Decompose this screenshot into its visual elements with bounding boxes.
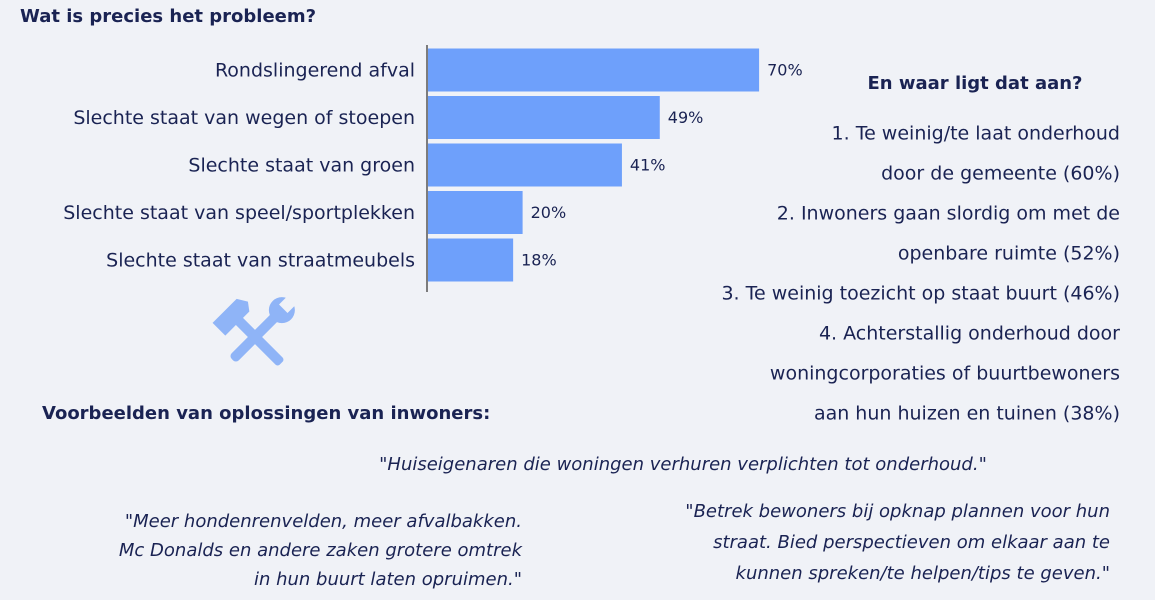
category-label: Slechte staat van wegen of stoepen [73, 107, 415, 129]
value-label: 41% [630, 156, 666, 175]
value-label: 20% [531, 203, 567, 222]
quote-line: "Meer hondenrenvelden, meer afvalbakken. [125, 511, 522, 532]
cause-line: 4. Achterstallig onderhoud door [819, 323, 1120, 345]
value-label: 70% [767, 61, 803, 80]
quote-line: "Betrek bewoners bij opknap plannen voor… [685, 501, 1110, 522]
quote-line: straat. Bied perspectieven om elkaar aan… [713, 532, 1110, 553]
bar [428, 96, 660, 139]
quote-line: in hun buurt laten opruimen." [254, 569, 522, 590]
cause-line: openbare ruimte (52%) [898, 243, 1120, 265]
tools-icon [212, 291, 301, 366]
cause-line: 3. Te weinig toezicht op staat buurt (46… [721, 283, 1120, 305]
bar [428, 143, 622, 187]
value-label: 18% [521, 251, 557, 270]
bar [428, 191, 523, 234]
category-label: Rondslingerend afval [215, 60, 415, 82]
category-label: Slechte staat van groen [188, 155, 415, 177]
cause-line: aan hun huizen en tuinen (38%) [814, 403, 1120, 425]
cause-line: woningcorporaties of buurtbewoners [770, 363, 1120, 385]
category-label: Slechte staat van straatmeubels [106, 250, 415, 272]
cause-line: door de gemeente (60%) [881, 163, 1120, 185]
quote-line: "Huiseigenaren die woningen verhuren ver… [379, 454, 987, 475]
cause-line: 2. Inwoners gaan slordig om met de [777, 203, 1120, 225]
causes-title: En waar ligt dat aan? [868, 73, 1083, 94]
cause-line: 1. Te weinig/te laat onderhoud [832, 123, 1120, 145]
solutions-title: Voorbeelden van oplossingen van inwoners… [42, 403, 490, 424]
quote-line: Mc Donalds en andere zaken grotere omtre… [119, 540, 524, 561]
bar [428, 48, 760, 92]
category-label: Slechte staat van speel/sportplekken [63, 202, 415, 224]
quote-line: kunnen spreken/te helpen/tips te geven." [736, 563, 1110, 584]
value-label: 49% [668, 108, 704, 127]
bar [428, 238, 514, 282]
chart-title: Wat is precies het probleem? [20, 6, 316, 27]
